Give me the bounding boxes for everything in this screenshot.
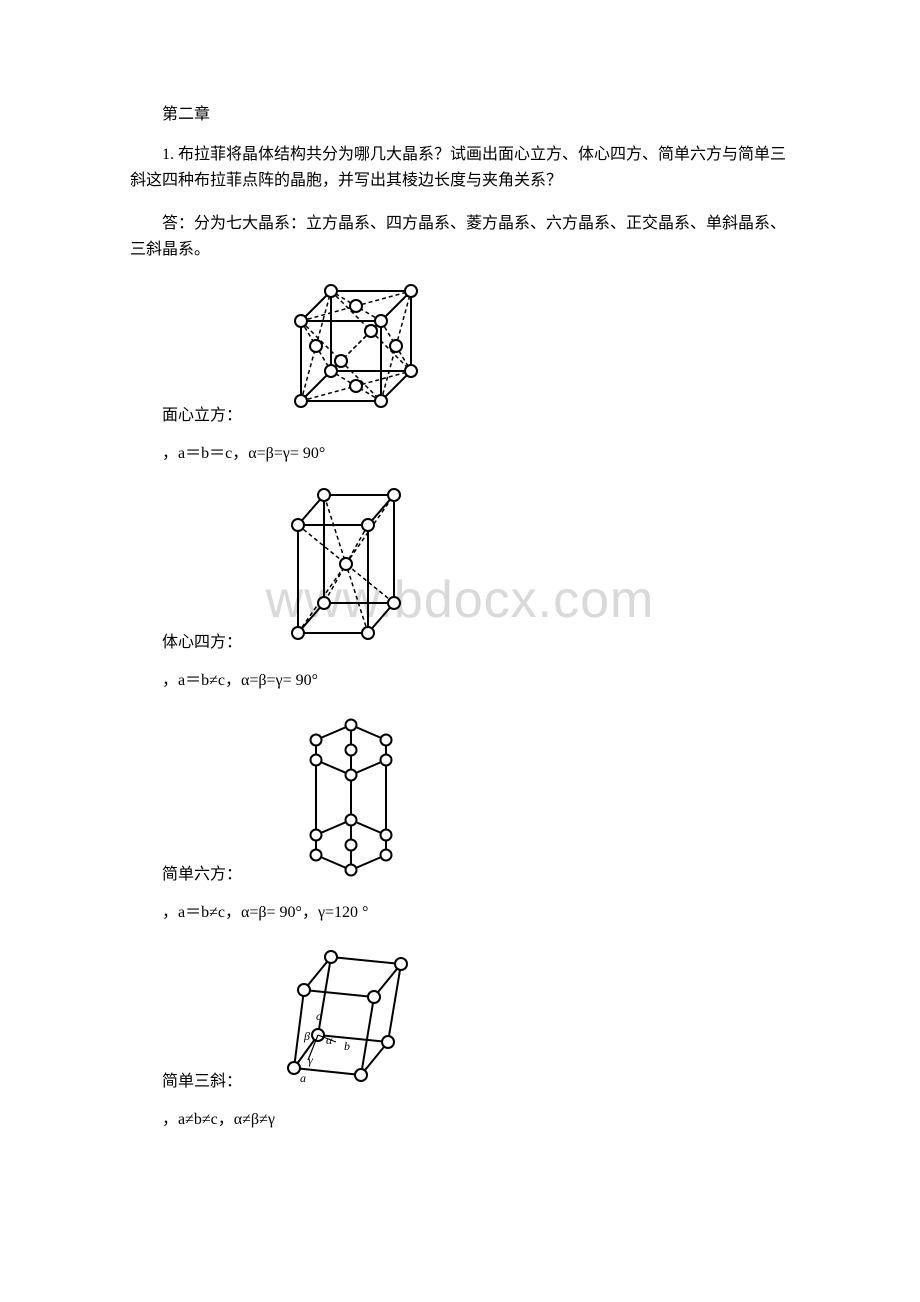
bct-diagram-icon (254, 483, 406, 658)
svg-text:a: a (300, 1071, 306, 1085)
lattice-label: 简单三斜： (130, 1067, 242, 1097)
lattice-row-fcc: 面心立方： (130, 276, 790, 431)
lattice-label: 面心立方： (130, 401, 242, 431)
svg-text:β: β (303, 1029, 310, 1043)
svg-text:c: c (316, 1009, 322, 1023)
question-text: 1. 布拉菲将晶体结构共分为哪几大晶系？试画出面心立方、体心四方、简单六方与简单… (130, 142, 790, 193)
lattice-formula: ，a＝b＝c，α=β=γ= 90° (130, 439, 790, 463)
lattice-formula: ，a≠b≠c，α≠β≠γ (130, 1105, 790, 1129)
lattice-row-hex: 简单六方： (130, 710, 790, 890)
lattice-label: 简单六方： (130, 860, 242, 890)
hex-diagram-icon (254, 710, 416, 890)
lattice-label: 体心四方： (130, 628, 242, 658)
answer-text: 答：分为七大晶系：立方晶系、四方晶系、菱方晶系、六方晶系、正交晶系、单斜晶系、三… (130, 211, 790, 262)
lattice-row-tri: 简单三斜： c β (130, 942, 790, 1097)
lattice-row-bct: 体心四方： (130, 483, 790, 658)
lattice-formula: ，a＝b≠c，α=β=γ= 90° (130, 666, 790, 690)
document-body: 第二章 1. 布拉菲将晶体结构共分为哪几大晶系？试画出面心立方、体心四方、简单六… (130, 100, 790, 1129)
triclinic-diagram-icon: c β α b γ a (254, 942, 411, 1097)
svg-text:b: b (344, 1039, 350, 1053)
lattice-formula: ，a＝b≠c，α=β= 90°，γ=120 ° (130, 898, 790, 922)
fcc-diagram-icon (254, 276, 431, 431)
chapter-heading: 第二章 (130, 100, 790, 124)
